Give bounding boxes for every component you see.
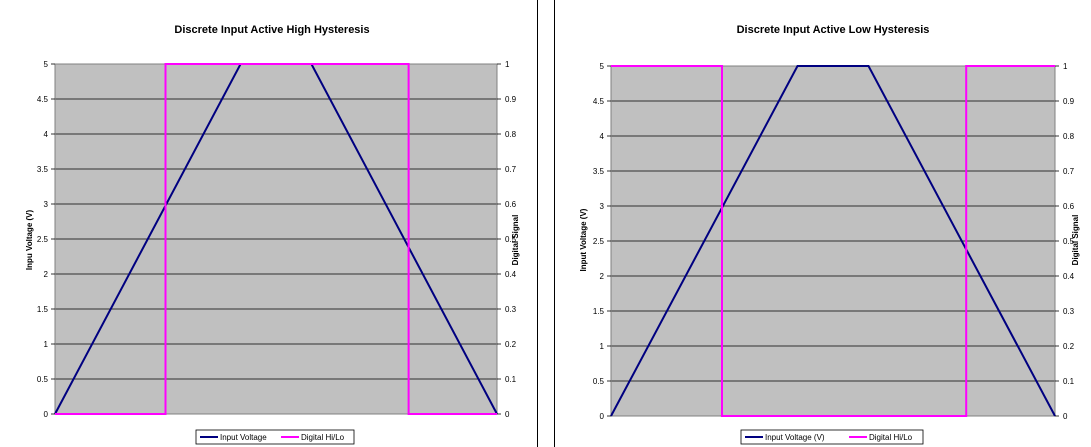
y2-tick-label: 0.8 [1063, 132, 1075, 141]
y2-tick-label: 0.3 [505, 305, 517, 314]
y2-tick-label: 0.9 [505, 95, 517, 104]
y2-tick-label: 0 [1063, 412, 1068, 421]
series-voltage-line [610, 65, 1056, 417]
y2-tick-label: 0.1 [1063, 377, 1075, 386]
y2-tick-label: 0.7 [505, 165, 517, 174]
y2-tick-label: 0.2 [1063, 342, 1075, 351]
y2-axis-label: Digital Signal [1071, 215, 1080, 266]
y-tick-label: 5 [600, 62, 605, 71]
y-tick-label: 0 [44, 410, 49, 419]
y2-tick-label: 0.1 [505, 375, 517, 384]
y2-tick-label: 0.6 [1063, 202, 1075, 211]
y-tick-label: 4.5 [593, 97, 605, 106]
y2-axis-label: Digital Signal [511, 215, 520, 266]
y2-tick-label: 1 [505, 60, 510, 69]
y2-tick-label: 0.5 [505, 235, 517, 244]
chart-active-low: Discrete Input Active Low Hysteresis 0 0.… [554, 0, 1091, 447]
y2-tick-label: 0.2 [505, 340, 517, 349]
y2-tick-label: 0.9 [1063, 97, 1075, 106]
legend-label-digital: Digital Hi/Lo [869, 433, 913, 442]
y2-tick-label: 0.8 [505, 130, 517, 139]
y-tick-label: 2 [44, 270, 49, 279]
legend: Input Voltage Digital Hi/Lo [195, 429, 355, 445]
y2-tick-label: 0.3 [1063, 307, 1075, 316]
y-tick-label: 2.5 [37, 235, 49, 244]
y2-tick-label: 0 [505, 410, 510, 419]
chart-active-high: Discrete Input Active High Hysteresis 0 0… [0, 0, 538, 447]
y-tick-label: 0.5 [37, 375, 49, 384]
y2-tick-label: 0.4 [505, 270, 517, 279]
y-tick-label: 1 [600, 342, 605, 351]
series-digital-line [55, 63, 497, 415]
y-axis-label: Input Voltage (V) [579, 208, 588, 271]
y-tick-label: 1 [44, 340, 49, 349]
legend-label-voltage: Input Voltage (V) [765, 433, 825, 442]
y-tick-label: 4.5 [37, 95, 49, 104]
legend-label-digital: Digital Hi/Lo [301, 433, 345, 442]
chart-title: Discrete Input Active Low Hysteresis [737, 24, 930, 36]
y-tick-label: 1.5 [37, 305, 49, 314]
legend: Input Voltage (V) Digital Hi/Lo [740, 429, 924, 445]
chart-active-low-svg: Discrete Input Active Low Hysteresis 0 0.… [579, 24, 1080, 445]
y-tick-label: 2 [600, 272, 605, 281]
y-tick-label: 0 [600, 412, 605, 421]
y2-tick-label: 0.6 [505, 200, 517, 209]
legend-label-voltage: Input Voltage [220, 433, 267, 442]
y2-tick-label: 0.4 [1063, 272, 1075, 281]
y-tick-label: 3.5 [593, 167, 605, 176]
y2-tick-label: 0.5 [1063, 237, 1075, 246]
series-digital-line [611, 65, 1055, 417]
y2-tick-label: 1 [1063, 62, 1068, 71]
y-tick-label: 3 [600, 202, 605, 211]
y2-tick-label: 0.7 [1063, 167, 1075, 176]
y-tick-label: 4 [600, 132, 605, 141]
y-tick-label: 4 [44, 130, 49, 139]
y-tick-label: 5 [44, 60, 49, 69]
y-tick-label: 1.5 [593, 307, 605, 316]
y-tick-label: 3 [44, 200, 49, 209]
y-tick-label: 0.5 [593, 377, 605, 386]
y-axis-label: Inpu Voltage (V) [25, 210, 34, 271]
y-tick-label: 3.5 [37, 165, 49, 174]
chart-title: Discrete Input Active High Hysteresis [174, 24, 369, 36]
chart-active-high-svg: Discrete Input Active High Hysteresis 0 0… [25, 24, 520, 445]
y-tick-label: 2.5 [593, 237, 605, 246]
